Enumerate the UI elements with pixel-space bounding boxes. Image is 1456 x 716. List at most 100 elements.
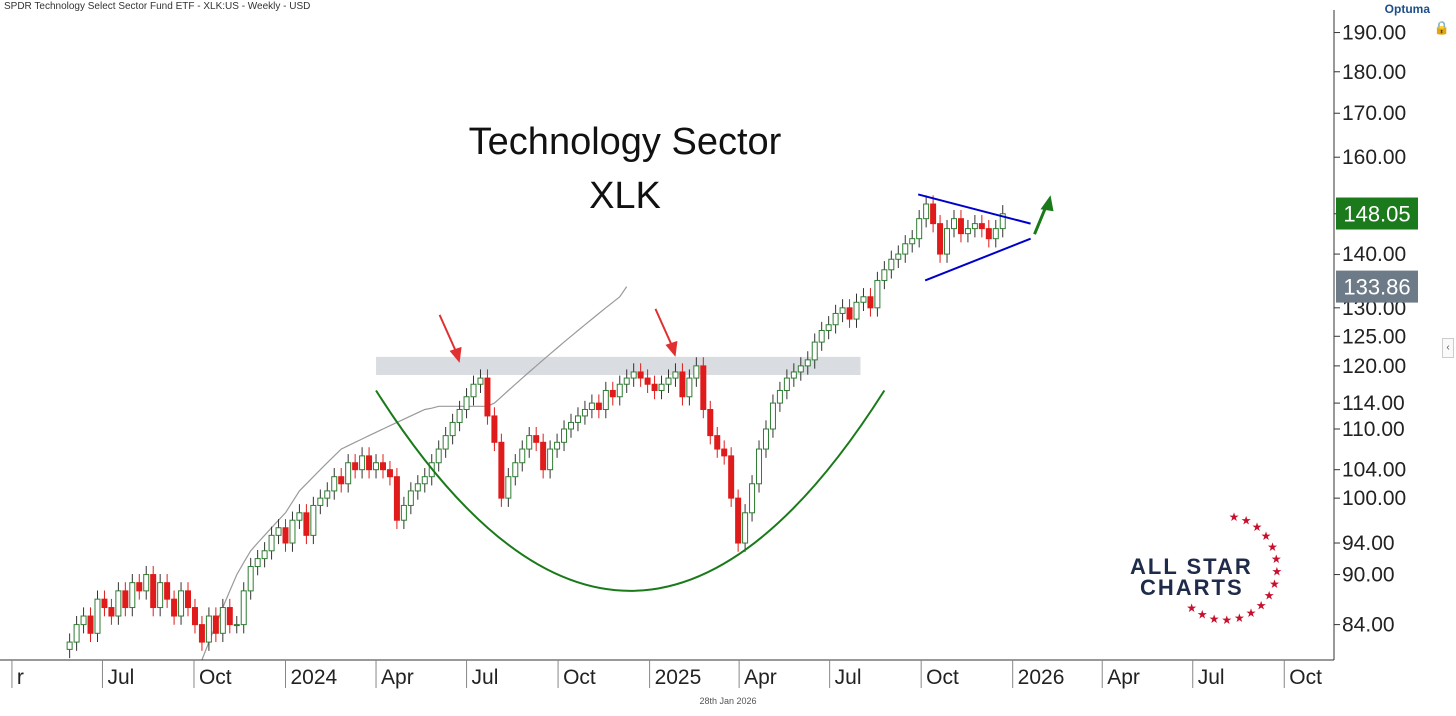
candle-body (115, 590, 122, 617)
candle-body (261, 550, 268, 560)
candle (122, 582, 129, 617)
x-tick-label: Jul (107, 666, 134, 689)
candle-body (581, 408, 588, 417)
candle (289, 511, 296, 552)
brand-star: ★ (1256, 598, 1267, 612)
candle (317, 489, 324, 515)
candle (762, 420, 769, 458)
candle (714, 426, 721, 458)
candle (191, 598, 198, 634)
candle (554, 433, 561, 458)
brand-star: ★ (1229, 510, 1240, 524)
candle (637, 363, 644, 387)
candle-body (637, 371, 644, 379)
candle (393, 468, 400, 529)
candle (470, 375, 477, 406)
brand-star: ★ (1246, 606, 1257, 620)
candle-body (679, 371, 686, 398)
chart-subtitle: XLK (589, 175, 661, 217)
candle-body (630, 371, 637, 379)
y-tick-label: 114.00 (1342, 392, 1405, 415)
candle (574, 407, 581, 432)
candle (178, 582, 185, 625)
candle (909, 230, 916, 253)
brand-star: ★ (1241, 513, 1252, 527)
x-tick-label: Oct (563, 666, 596, 689)
candle-body (804, 359, 811, 367)
candle (846, 299, 853, 328)
candle (296, 504, 303, 529)
candle-body (853, 301, 860, 320)
candle (157, 574, 164, 617)
candle (568, 413, 575, 438)
candle-body (435, 448, 442, 464)
candle (985, 219, 992, 248)
candle-body (505, 476, 512, 499)
candle (581, 400, 588, 425)
candle (526, 426, 533, 458)
brand-star: ★ (1197, 608, 1208, 622)
candle (400, 496, 407, 529)
y-tick-label: 94.00 (1342, 532, 1395, 555)
candle-body (94, 598, 101, 634)
candle (456, 400, 463, 432)
x-tick-label: Apr (744, 666, 777, 689)
candle-body (797, 365, 804, 373)
x-tick-label: 2024 (291, 666, 338, 689)
candle (630, 363, 637, 387)
last-price-label: 148.05 (1343, 202, 1410, 227)
candle-body (484, 377, 491, 417)
candle-body (421, 476, 428, 485)
candle (853, 293, 860, 328)
y-tick-label: 90.00 (1342, 564, 1395, 587)
candle (923, 195, 930, 228)
candle-body (80, 615, 87, 626)
optuma-logo: Optuma (1384, 2, 1430, 16)
y-axis: 84.00 90.00 94.00 100.00 104.00 110.00 114.00 1… (1334, 22, 1406, 637)
candle-body (568, 421, 575, 430)
candle-body (658, 383, 665, 391)
candle (888, 250, 895, 279)
candle (825, 316, 832, 340)
candle-body (338, 476, 345, 485)
candle (226, 598, 233, 634)
candle-body (87, 615, 94, 634)
moving-average-layer (201, 286, 628, 661)
green-arrow (1033, 195, 1054, 235)
y-tick-label: 120.00 (1342, 355, 1406, 378)
candle (414, 475, 421, 500)
candle (749, 475, 756, 522)
y-tick-label: 110.00 (1342, 418, 1405, 441)
candle-body (212, 615, 219, 634)
candle-body (463, 396, 470, 410)
candle-body (289, 519, 296, 544)
candle (268, 526, 275, 560)
candle-body (477, 377, 484, 385)
candle-body (198, 624, 205, 643)
candle (595, 394, 602, 419)
candle (693, 357, 700, 387)
brand-star: ★ (1271, 552, 1282, 566)
candle (219, 598, 226, 643)
lock-icon[interactable]: 🔒 (1433, 20, 1450, 35)
candle-body (888, 258, 895, 271)
chart-header: SPDR Technology Select Sector Fund ETF -… (4, 1, 311, 12)
candle (686, 369, 693, 406)
candle (832, 304, 839, 334)
candle (881, 261, 888, 290)
candle-body (728, 455, 735, 499)
brand-star: ★ (1186, 601, 1197, 615)
chevron-left-icon[interactable]: ‹ (1442, 338, 1454, 358)
candle (345, 454, 352, 493)
candle-body (790, 371, 797, 379)
candle-body (205, 615, 212, 643)
y-tick-label: 190.00 (1342, 22, 1406, 45)
candle-body (783, 377, 790, 391)
candle (212, 607, 219, 643)
candle-body (449, 421, 456, 437)
last-price-badge: 148.05 (1336, 197, 1418, 230)
candle (185, 582, 192, 617)
candle (700, 357, 707, 419)
candle-body (164, 582, 171, 600)
